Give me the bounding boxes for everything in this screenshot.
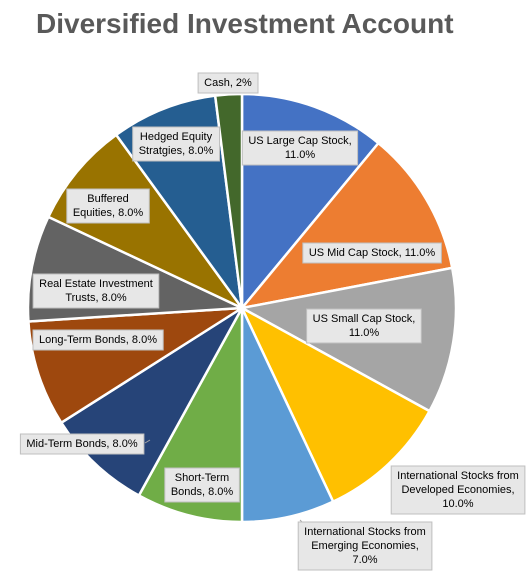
slice-label-1: US Mid Cap Stock, 11.0%	[302, 242, 442, 264]
slice-label-line: US Small Cap Stock,	[313, 313, 416, 325]
slice-label-box-0	[241, 130, 359, 166]
slice-label-7: Long-Term Bonds, 8.0%	[32, 329, 164, 351]
leader-line-6	[144, 439, 151, 444]
slice-label-box-7	[32, 329, 164, 351]
slice-label-box-11	[197, 72, 259, 94]
slice-label-line: Cash, 2%	[204, 77, 252, 89]
slice-label-line: International Stocks from	[397, 470, 519, 482]
slice-label-line: US Mid Cap Stock, 11.0%	[309, 247, 436, 259]
slice-label-text-9: Buffered Equities, 8.0%	[73, 193, 144, 219]
slice-label-text-4: International Stocks from Emerging Econom…	[304, 526, 426, 566]
slice-label-6: Mid-Term Bonds, 8.0%	[19, 433, 151, 455]
slice-label-0: US Large Cap Stock, 11.0%	[241, 130, 359, 166]
pie-slice-11	[213, 92, 244, 310]
slice-label-line: Short-Term	[175, 472, 229, 484]
slice-label-text-0: US Large Cap Stock, 11.0%	[248, 135, 351, 161]
slice-label-5: Short-Term Bonds, 8.0%	[164, 467, 240, 503]
slice-label-box-6	[19, 433, 145, 455]
slice-label-text-11: Cash, 2%	[204, 77, 252, 89]
slice-label-box-2	[306, 308, 422, 344]
pie-slice-1	[240, 141, 454, 310]
slice-label-line: Long-Term Bonds, 8.0%	[39, 334, 157, 346]
slice-label-text-10: Hedged Equity Stratgies, 8.0%	[139, 131, 214, 157]
slice-label-line: Real Estate Investment	[39, 278, 153, 290]
slice-label-box-8	[32, 273, 160, 309]
slice-label-line: US Large Cap Stock,	[248, 135, 351, 147]
slice-label-box-3	[390, 465, 526, 515]
slice-label-line: Hedged Equity	[140, 131, 213, 143]
slice-label-text-2: US Small Cap Stock, 11.0%	[313, 313, 416, 339]
pie-slice-3	[240, 306, 431, 503]
slice-label-3: International Stocks from Developed Econo…	[390, 465, 526, 515]
slice-label-line: Mid-Term Bonds, 8.0%	[26, 438, 137, 450]
slice-label-line: Emerging Economies,	[311, 540, 419, 552]
slice-label-line: Buffered	[87, 193, 128, 205]
slice-label-11: Cash, 2%	[197, 72, 259, 94]
slice-label-line: 11.0%	[349, 327, 380, 339]
chart-title: Diversified Investment Account	[36, 8, 454, 39]
slice-label-text-8: Real Estate Investment Trusts, 8.0%	[39, 278, 153, 304]
slice-label-line: Stratgies, 8.0%	[139, 145, 214, 157]
slice-label-text-7: Long-Term Bonds, 8.0%	[39, 334, 157, 346]
slice-label-line: 11.0%	[285, 149, 316, 161]
slice-label-line: Trusts, 8.0%	[65, 292, 127, 304]
slice-label-box-4	[297, 521, 433, 571]
slice-label-box-9	[66, 188, 150, 224]
slice-label-text-6: Mid-Term Bonds, 8.0%	[26, 438, 137, 450]
slice-label-box-5	[164, 467, 240, 503]
slice-label-line: 7.0%	[352, 554, 377, 566]
slice-label-line: Equities, 8.0%	[73, 207, 144, 219]
slice-label-box-1	[302, 242, 442, 264]
slice-label-text-5: Short-Term Bonds, 8.0%	[171, 472, 234, 498]
slice-label-4: International Stocks from Emerging Econom…	[297, 519, 433, 571]
slice-label-line: Bonds, 8.0%	[171, 486, 234, 498]
slice-label-line: Developed Economies,	[401, 484, 514, 496]
slice-label-9: Buffered Equities, 8.0%	[66, 188, 150, 224]
pie-labels: US Large Cap Stock, 11.0% US Mid Cap Stock…	[19, 72, 526, 571]
slice-label-box-10	[132, 126, 220, 162]
slice-label-2: US Small Cap Stock, 11.0%	[306, 308, 422, 344]
slice-label-10: Hedged Equity Stratgies, 8.0%	[132, 126, 220, 162]
slice-label-text-1: US Mid Cap Stock, 11.0%	[309, 247, 436, 259]
slice-label-text-3: International Stocks from Developed Econo…	[397, 470, 519, 510]
slice-label-line: International Stocks from	[304, 526, 426, 538]
slice-label-line: 10.0%	[442, 498, 473, 510]
slice-label-8: Real Estate Investment Trusts, 8.0%	[32, 273, 160, 309]
